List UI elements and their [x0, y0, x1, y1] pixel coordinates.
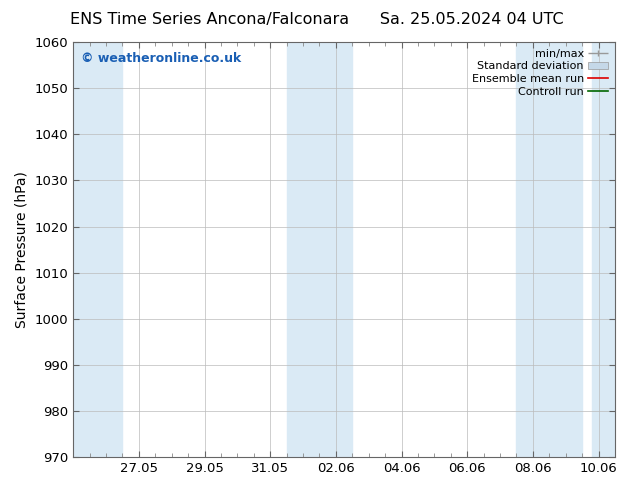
Legend: min/max, Standard deviation, Ensemble mean run, Controll run: min/max, Standard deviation, Ensemble me…: [467, 44, 613, 101]
Text: ENS Time Series Ancona/Falconara      Sa. 25.05.2024 04 UTC: ENS Time Series Ancona/Falconara Sa. 25.…: [70, 12, 564, 27]
Text: © weatheronline.co.uk: © weatheronline.co.uk: [81, 52, 242, 66]
Bar: [73, 42, 122, 457]
Bar: [517, 42, 582, 457]
Y-axis label: Surface Pressure (hPa): Surface Pressure (hPa): [15, 171, 29, 328]
Bar: [592, 42, 615, 457]
Bar: [287, 42, 353, 457]
